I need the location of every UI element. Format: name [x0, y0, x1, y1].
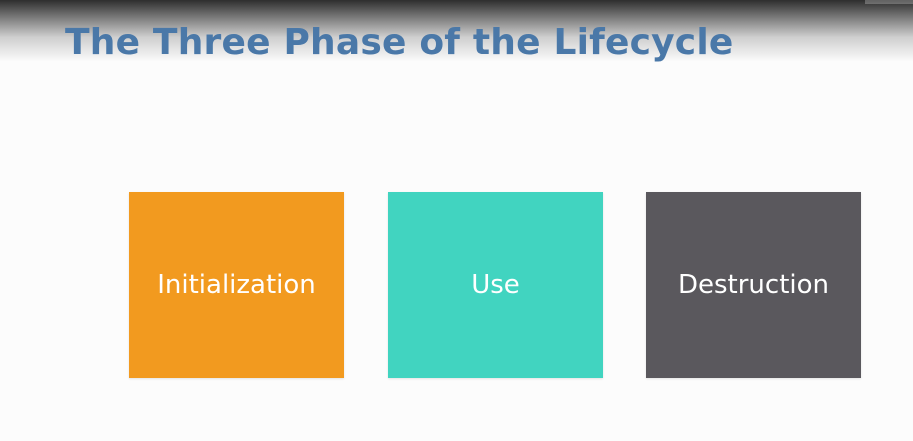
top-right-control-strip	[865, 0, 913, 4]
phase-card-destruction: Destruction	[646, 192, 861, 378]
phase-label-use: Use	[471, 270, 520, 300]
slide-title: The Three Phase of the Lifecycle	[65, 22, 734, 63]
phase-card-initialization: Initialization	[129, 192, 344, 378]
phase-label-destruction: Destruction	[677, 270, 830, 300]
phase-label-initialization: Initialization	[157, 270, 316, 300]
phase-card-use: Use	[388, 192, 603, 378]
